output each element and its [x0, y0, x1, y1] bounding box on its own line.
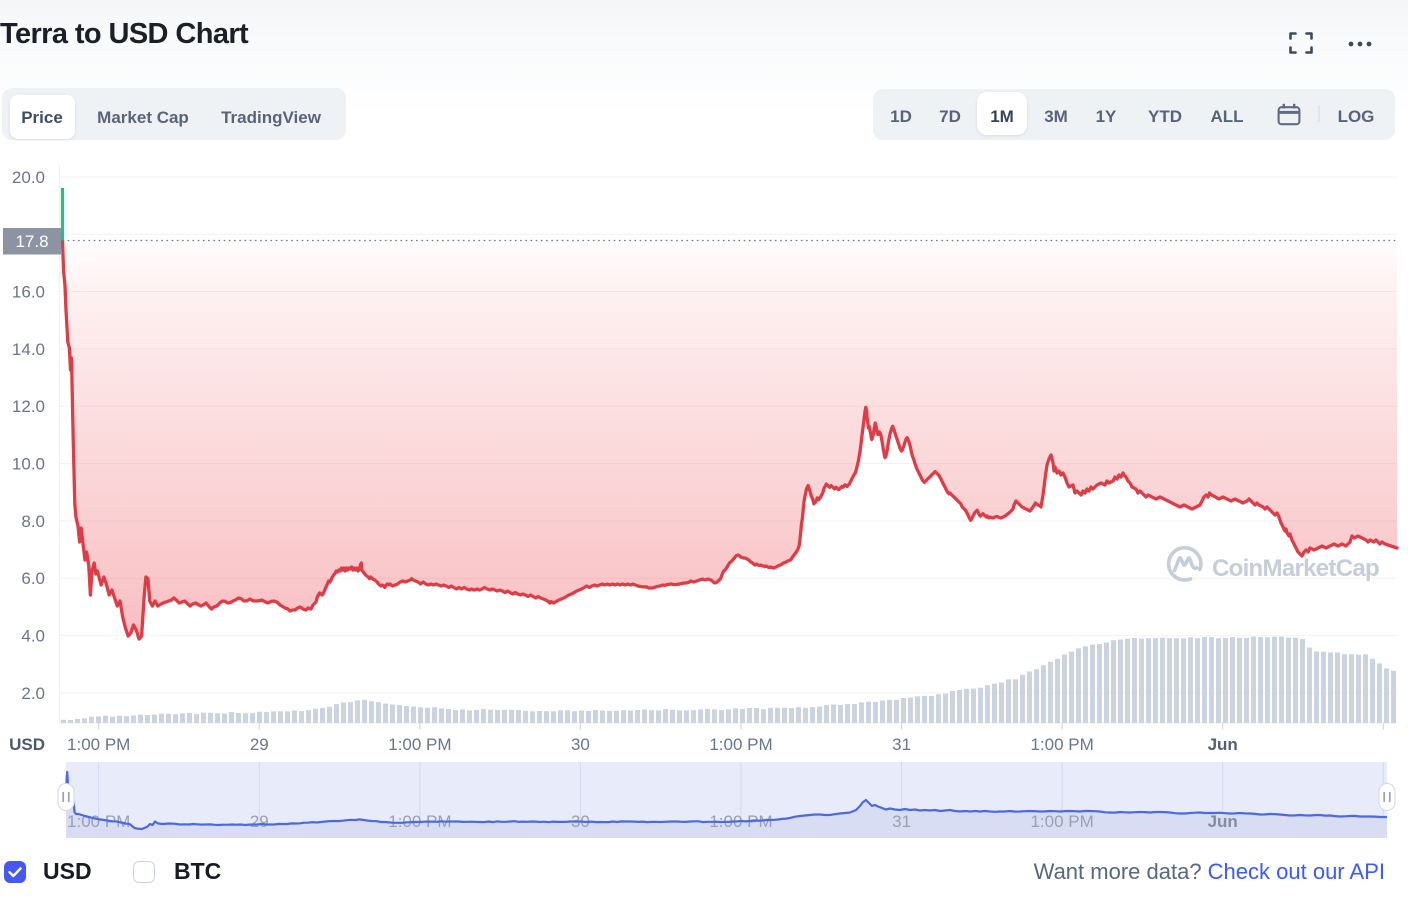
svg-text:1:00 PM: 1:00 PM — [67, 735, 130, 754]
svg-text:31: 31 — [892, 812, 911, 831]
svg-text:2.0: 2.0 — [21, 684, 45, 703]
svg-text:6.0: 6.0 — [21, 569, 45, 588]
svg-text:USD: USD — [9, 735, 45, 754]
svg-text:29: 29 — [250, 812, 269, 831]
svg-text:CoinMarketCap: CoinMarketCap — [1212, 555, 1379, 582]
svg-text:1:00 PM: 1:00 PM — [1030, 812, 1093, 831]
svg-text:16.0: 16.0 — [12, 283, 45, 302]
svg-text:1:00 PM: 1:00 PM — [709, 735, 772, 754]
svg-text:1:00 PM: 1:00 PM — [1030, 735, 1093, 754]
svg-text:10.0: 10.0 — [12, 455, 45, 474]
svg-text:1:00 PM: 1:00 PM — [67, 812, 130, 831]
svg-text:29: 29 — [250, 735, 269, 754]
svg-text:12.0: 12.0 — [12, 397, 45, 416]
svg-text:30: 30 — [571, 735, 590, 754]
svg-text:8.0: 8.0 — [21, 512, 45, 531]
svg-text:31: 31 — [892, 735, 911, 754]
svg-text:4.0: 4.0 — [21, 627, 45, 646]
svg-text:14.0: 14.0 — [12, 340, 45, 359]
svg-text:Jun: Jun — [1208, 735, 1238, 754]
svg-text:17.8: 17.8 — [15, 232, 48, 251]
svg-text:Jun: Jun — [1208, 812, 1238, 831]
svg-text:20.0: 20.0 — [12, 168, 45, 187]
svg-text:1:00 PM: 1:00 PM — [388, 735, 451, 754]
